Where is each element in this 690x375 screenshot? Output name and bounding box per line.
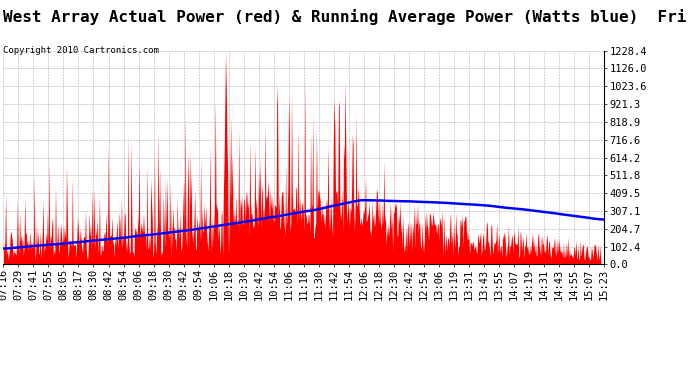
Text: Copyright 2010 Cartronics.com: Copyright 2010 Cartronics.com	[3, 46, 159, 55]
Text: West Array Actual Power (red) & Running Average Power (Watts blue)  Fri Nov 19 1: West Array Actual Power (red) & Running …	[3, 9, 690, 26]
